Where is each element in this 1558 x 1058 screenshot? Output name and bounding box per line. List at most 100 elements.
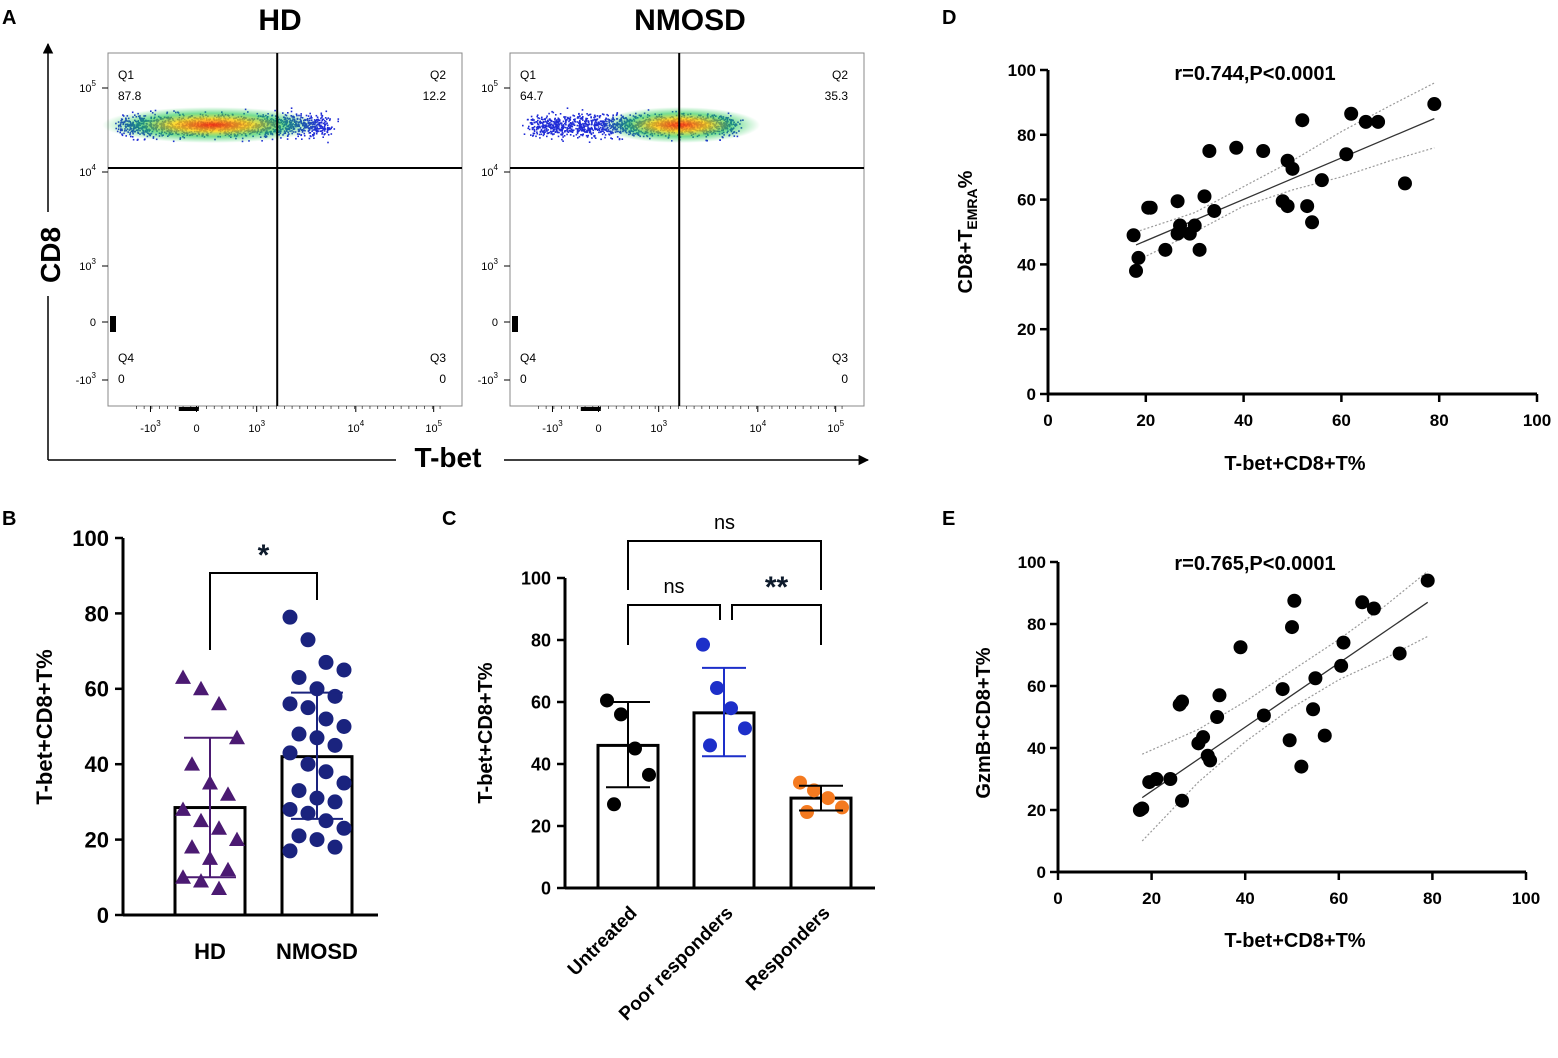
quadrant-name: Q1 bbox=[118, 68, 134, 82]
data-point bbox=[1339, 147, 1354, 162]
data-point bbox=[1172, 697, 1187, 712]
significance-label: ns bbox=[663, 576, 684, 598]
ci-upper bbox=[1141, 570, 1429, 755]
flow-plot-frame bbox=[509, 52, 865, 407]
data-point bbox=[1305, 215, 1320, 230]
data-point bbox=[1175, 793, 1190, 808]
data-point bbox=[1212, 688, 1227, 703]
panel-e-title: r=0.765,P<0.0001 bbox=[1174, 553, 1335, 575]
significance-bracket bbox=[627, 604, 721, 645]
quadrant-name: Q3 bbox=[430, 351, 446, 365]
tick-label: 0 bbox=[90, 317, 96, 329]
x-tick-label: 60 bbox=[1329, 889, 1348, 908]
category-label: HD bbox=[194, 939, 226, 964]
data-point bbox=[1132, 803, 1147, 817]
tbet-axis-label: T-bet bbox=[415, 442, 482, 473]
x-tick-label: 100 bbox=[1512, 889, 1540, 908]
tick-label: 104 bbox=[481, 163, 498, 179]
data-point bbox=[282, 745, 298, 761]
panel-a: HD NMOSD CD8 T-bet Q1 87.8 Q2 12.2 Q4 0 Q3 0 105… bbox=[32, 4, 870, 476]
significance-label: * bbox=[258, 539, 270, 572]
data-point bbox=[1355, 595, 1370, 610]
data-point bbox=[291, 669, 307, 685]
x-tick-label: 20 bbox=[1142, 889, 1161, 908]
data-point bbox=[291, 783, 307, 799]
y-tick-label: 60 bbox=[1017, 191, 1036, 210]
x-tick-label: 40 bbox=[1236, 889, 1255, 908]
data-point bbox=[318, 813, 334, 829]
x-tick-label: 60 bbox=[1332, 411, 1351, 430]
quadrant-percent: 12.2 bbox=[423, 89, 447, 103]
panel-letter-d: D bbox=[942, 7, 956, 29]
data-point bbox=[327, 794, 343, 810]
y-tick-label: 0 bbox=[1037, 863, 1046, 882]
data-point bbox=[175, 869, 191, 884]
quadrant-percent: 0 bbox=[439, 372, 446, 386]
data-point bbox=[724, 701, 738, 716]
data-point bbox=[1420, 573, 1435, 588]
zero-events-x bbox=[178, 407, 199, 411]
category-label: Responders bbox=[742, 903, 834, 995]
data-point bbox=[1287, 593, 1302, 608]
data-point bbox=[1170, 194, 1185, 209]
flow-plot-nmosd: Q1 64.7 Q2 35.3 Q4 0 Q3 0 105 104 103 0 -103 -103 0 103… bbox=[478, 52, 865, 435]
quadrant-percent: 64.7 bbox=[520, 89, 544, 103]
data-point bbox=[614, 707, 628, 722]
data-point bbox=[211, 820, 227, 835]
data-point bbox=[1197, 189, 1212, 204]
data-point bbox=[1131, 250, 1146, 265]
data-point bbox=[1317, 728, 1332, 743]
data-point bbox=[600, 693, 614, 708]
panel-c-ylabel: T-bet+CD8+T% bbox=[475, 662, 497, 803]
data-point bbox=[696, 637, 710, 652]
panel-d-ylabel: CD8+TEMRA% bbox=[955, 170, 980, 293]
y-tick-label: 20 bbox=[1017, 320, 1036, 339]
x-tick-label: 80 bbox=[1430, 411, 1449, 430]
data-point bbox=[193, 680, 209, 696]
data-point bbox=[282, 843, 298, 859]
data-point bbox=[229, 831, 245, 846]
data-point bbox=[318, 764, 334, 780]
data-point bbox=[1282, 733, 1297, 748]
panel-letter-c: C bbox=[442, 508, 456, 530]
data-point bbox=[282, 609, 298, 625]
data-point bbox=[1306, 702, 1321, 717]
y-tick-label: 60 bbox=[85, 677, 109, 702]
data-point bbox=[309, 832, 325, 848]
x-tick-label: 40 bbox=[1234, 411, 1253, 430]
data-point bbox=[220, 786, 236, 801]
data-point bbox=[1163, 772, 1178, 786]
quadrant-percent: 0 bbox=[520, 372, 527, 386]
data-point bbox=[1397, 176, 1412, 191]
data-point bbox=[184, 839, 200, 854]
tick-label: 0 bbox=[595, 423, 601, 435]
data-point bbox=[1126, 228, 1141, 243]
panel-d-title: r=0.744,P<0.0001 bbox=[1174, 63, 1335, 85]
x-tick-label: 80 bbox=[1423, 889, 1442, 908]
y-tick-label: 100 bbox=[1008, 61, 1036, 80]
data-point bbox=[835, 800, 849, 815]
tick-label: 104 bbox=[749, 419, 766, 435]
data-point bbox=[193, 873, 209, 888]
tick-label: -103 bbox=[140, 419, 161, 435]
data-point bbox=[1280, 199, 1295, 214]
significance-label: ** bbox=[765, 571, 789, 604]
panel-letter-b: B bbox=[2, 508, 16, 530]
x-tick-label: 0 bbox=[1043, 411, 1052, 430]
data-point bbox=[327, 737, 343, 753]
quadrant-name: Q1 bbox=[520, 68, 536, 82]
panel-d-ylabel-tail: % bbox=[955, 170, 977, 188]
tick-label: 105 bbox=[481, 79, 498, 95]
x-tick-label: 100 bbox=[1523, 411, 1551, 430]
y-tick-label: 80 bbox=[531, 630, 551, 650]
panel-letter-a: A bbox=[2, 7, 16, 29]
data-point bbox=[1233, 640, 1248, 655]
data-point bbox=[318, 654, 334, 670]
data-point bbox=[1196, 730, 1211, 745]
data-point bbox=[710, 681, 724, 696]
y-tick-label: 100 bbox=[1018, 553, 1046, 572]
data-point bbox=[1256, 144, 1271, 158]
data-point bbox=[628, 741, 642, 756]
ci-lower bbox=[1141, 635, 1428, 842]
data-point bbox=[211, 880, 227, 896]
